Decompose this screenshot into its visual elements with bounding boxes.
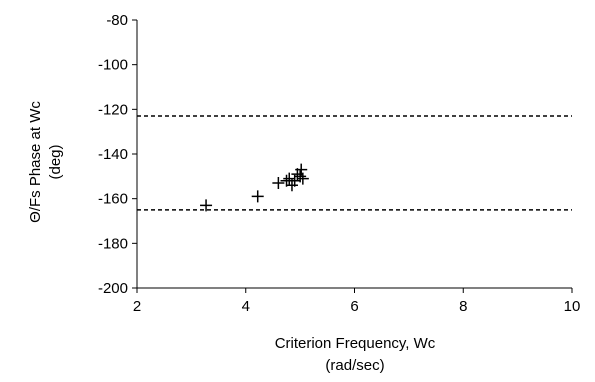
x-axis-title-line2: (rad/sec) <box>325 357 384 374</box>
y-tick-label: -100 <box>98 57 128 74</box>
y-axis-title-line1: Θ/Fs Phase at Wc <box>27 101 44 223</box>
data-point <box>295 163 308 176</box>
y-tick-label: -200 <box>98 280 128 297</box>
data-point <box>296 172 309 185</box>
data-point <box>251 190 264 203</box>
x-tick-label: 10 <box>564 298 581 315</box>
y-tick-label: -120 <box>98 101 128 118</box>
y-axis-title-line2: (deg) <box>47 144 64 179</box>
y-tick-label: -180 <box>98 235 128 252</box>
y-tick-label: -80 <box>106 12 128 29</box>
data-point <box>272 177 285 190</box>
x-tick-label: 4 <box>242 298 250 315</box>
data-point <box>294 170 307 183</box>
x-tick-label: 6 <box>350 298 358 315</box>
x-tick-label: 8 <box>459 298 467 315</box>
data-point <box>283 172 296 185</box>
x-tick-label: 2 <box>133 298 141 315</box>
x-axis-title-line1: Criterion Frequency, Wc <box>275 335 436 352</box>
data-point <box>200 199 213 212</box>
y-tick-label: -140 <box>98 146 128 163</box>
y-tick-label: -160 <box>98 191 128 208</box>
